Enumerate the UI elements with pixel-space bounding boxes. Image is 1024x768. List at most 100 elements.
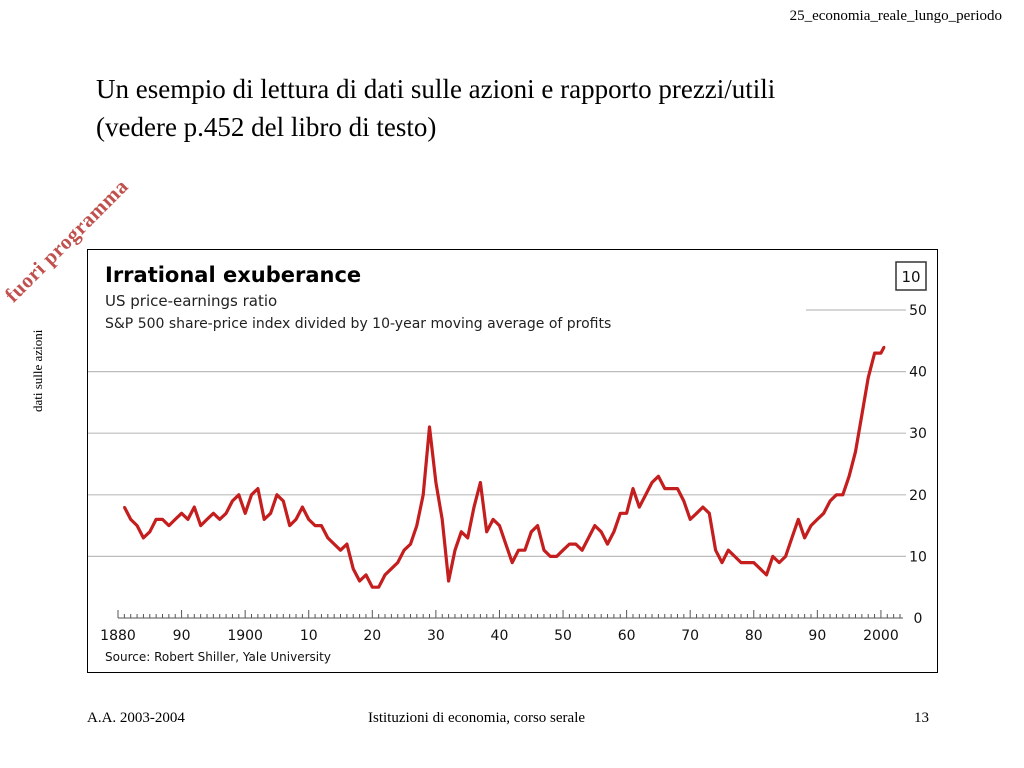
data-point <box>841 493 844 496</box>
data-point <box>676 487 679 490</box>
data-point <box>612 530 616 533</box>
data-point <box>695 512 698 515</box>
data-point <box>161 518 164 521</box>
chart-subtitle-2: S&P 500 share-price index divided by 10-… <box>105 316 611 332</box>
data-point <box>822 512 825 515</box>
data-point <box>345 542 349 546</box>
footer-academic-year: A.A. 2003-2004 <box>87 710 185 726</box>
data-point <box>294 518 298 521</box>
data-point <box>688 518 692 521</box>
data-point <box>720 561 724 564</box>
data-point <box>390 567 393 570</box>
data-point <box>568 542 571 546</box>
grid-layer <box>88 309 906 557</box>
data-point <box>619 512 622 515</box>
data-point <box>123 505 126 509</box>
data-point <box>733 555 736 558</box>
data-point <box>256 487 260 490</box>
slide-title: Un esempio di lettura di dati sulle azio… <box>96 70 996 146</box>
y-tick-label: 0 <box>914 611 923 627</box>
data-point <box>739 561 743 564</box>
data-point <box>332 542 336 546</box>
data-point <box>727 549 730 552</box>
x-tick-label: 70 <box>681 628 699 644</box>
data-point <box>809 524 813 527</box>
data-point <box>326 536 330 540</box>
x-tick-label: 60 <box>618 628 636 644</box>
data-point <box>212 512 215 515</box>
axis-layer: 0 10 20 30 40 50 1880 90 1900 10 20 30 40 50 60 70 80 90 2… <box>100 303 927 644</box>
data-point <box>301 505 304 509</box>
x-tick-label: 50 <box>554 628 572 644</box>
data-point <box>701 505 705 509</box>
x-tick-label: 20 <box>363 628 381 644</box>
data-point <box>828 499 832 503</box>
data-point <box>517 549 520 552</box>
x-tick-label: 80 <box>745 628 763 644</box>
data-point <box>135 524 139 527</box>
data-point <box>358 579 361 583</box>
data-point <box>409 542 412 546</box>
data-point <box>466 536 469 540</box>
data-point <box>377 586 380 589</box>
data-point <box>536 524 539 527</box>
data-point <box>847 475 851 478</box>
data-point <box>231 499 234 503</box>
data-point <box>447 579 450 583</box>
slide-title-line-2: (vedere p.452 del libro di testo) <box>96 112 437 142</box>
data-point <box>148 530 151 533</box>
data-point <box>835 493 838 496</box>
data-point <box>599 530 603 533</box>
badge-frame <box>895 261 927 291</box>
data-point <box>383 573 387 577</box>
data-point <box>288 524 291 527</box>
pe-ratio-line <box>122 346 886 589</box>
data-point <box>638 505 641 509</box>
footer-course: Istituzioni di economia, corso serale <box>368 710 586 726</box>
data-point <box>498 524 501 527</box>
data-point <box>275 493 279 496</box>
data-point <box>485 530 488 533</box>
data-point <box>243 512 247 515</box>
data-point <box>587 536 590 540</box>
data-point <box>371 586 374 589</box>
data-point <box>434 481 438 484</box>
x-tick-label: 2000 <box>863 628 899 644</box>
data-point <box>765 573 768 577</box>
data-point <box>523 549 527 552</box>
data-point <box>282 499 285 503</box>
data-point <box>174 518 177 521</box>
data-point <box>542 549 546 552</box>
data-point <box>472 505 476 509</box>
x-tick-label: 1880 <box>100 628 136 644</box>
data-point <box>250 493 253 496</box>
y-tick-label: 30 <box>909 426 927 442</box>
data-point <box>421 493 425 496</box>
data-point <box>402 549 406 552</box>
data-point <box>663 487 666 490</box>
data-point <box>746 561 749 564</box>
data-point <box>574 542 577 546</box>
data-point <box>224 512 228 515</box>
data-point <box>784 555 787 558</box>
data-point <box>237 493 240 496</box>
y-tick-label: 40 <box>909 365 927 381</box>
data-point <box>778 561 781 564</box>
data-point <box>199 524 202 527</box>
data-point <box>142 536 145 540</box>
data-point <box>396 561 399 564</box>
data-point <box>479 481 482 484</box>
y-tick-label: 10 <box>909 549 927 565</box>
data-point <box>593 524 597 527</box>
data-point <box>307 518 310 521</box>
data-point <box>657 475 660 478</box>
data-point <box>129 518 132 521</box>
data-point <box>555 555 558 558</box>
data-point <box>218 518 221 521</box>
data-point <box>441 518 444 521</box>
data-point <box>682 499 686 503</box>
data-point <box>650 481 654 484</box>
data-point <box>263 518 266 521</box>
chart-svg: Irrational exuberance US price-earnings … <box>88 261 927 664</box>
data-point <box>803 536 806 540</box>
